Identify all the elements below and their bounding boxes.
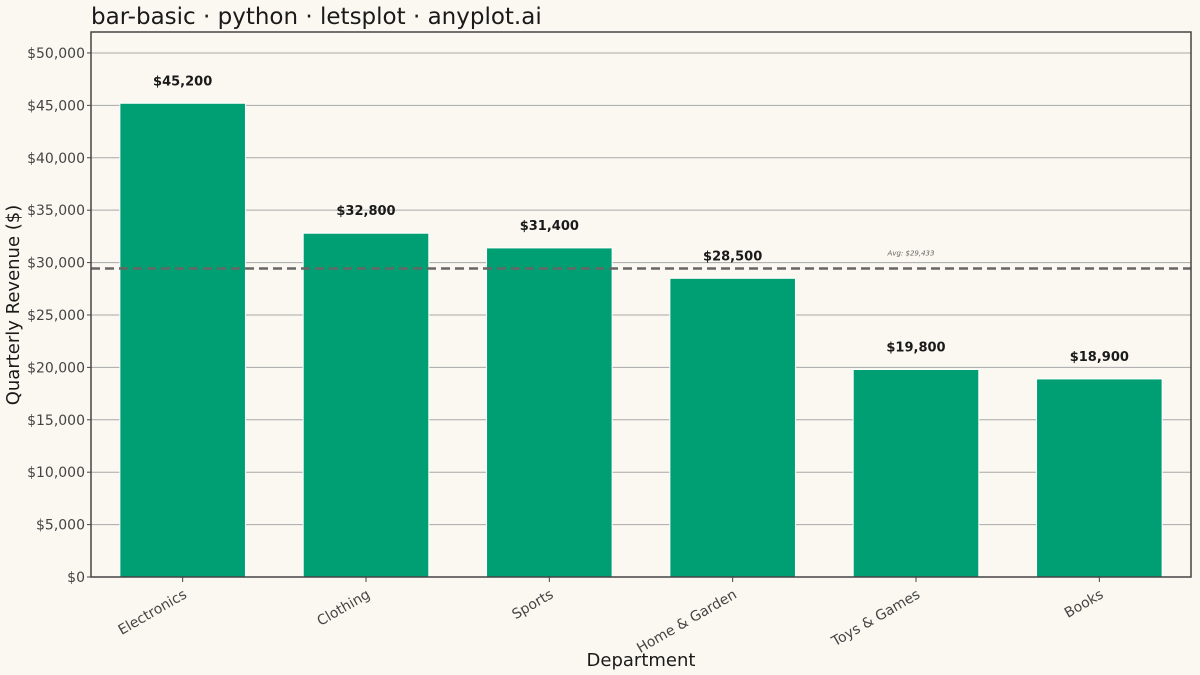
- x-tick-label: Electronics: [116, 587, 190, 639]
- bar: [302, 232, 430, 578]
- bar: [1036, 378, 1163, 578]
- y-axis: $0 $5,000 $10,000 $15,000 $20,000 $25,000 $30,…: [27, 46, 91, 586]
- y-tick-label: $40,000: [27, 151, 85, 167]
- bar: [669, 277, 796, 578]
- x-axis: Electronics Clothing Sports Home & Garden To…: [116, 577, 1106, 657]
- data-label: $45,200: [153, 74, 212, 89]
- bar: [119, 102, 246, 578]
- y-tick-label: $10,000: [27, 465, 85, 481]
- average-label: Avg: $29,433: [887, 250, 935, 258]
- x-tick-label: Books: [1062, 587, 1106, 622]
- x-tick-label: Sports: [509, 587, 556, 623]
- chart-title: bar-basic · python · letsplot · anyplot.…: [91, 4, 542, 30]
- bar: [852, 368, 980, 578]
- average-reference: Avg: $29,433: [91, 250, 1191, 270]
- y-tick-label: $5,000: [36, 518, 85, 534]
- grid-lines: [91, 52, 1191, 578]
- data-label: $31,400: [520, 219, 579, 234]
- y-axis-title: Quarterly Revenue ($): [3, 205, 24, 406]
- bar: [486, 247, 613, 578]
- bars: [119, 102, 1163, 578]
- data-label: $18,900: [1070, 350, 1129, 365]
- y-tick-label: $45,000: [27, 98, 85, 114]
- plot-frame: [90, 31, 1192, 578]
- y-tick-label: $50,000: [27, 46, 85, 62]
- x-axis-title: Department: [587, 650, 696, 671]
- y-tick-label: $15,000: [27, 413, 85, 429]
- x-tick-label: Home & Garden: [634, 587, 739, 657]
- y-tick-label: $30,000: [27, 256, 85, 272]
- y-tick-label: $25,000: [27, 308, 85, 324]
- x-tick-label: Clothing: [315, 587, 373, 630]
- data-labels: $45,200 $32,800 $31,400 $28,500 $19,800 $18,9…: [153, 74, 1129, 365]
- data-label: $32,800: [336, 204, 395, 219]
- data-label: $19,800: [886, 340, 945, 355]
- x-tick-label: Toys & Games: [828, 587, 923, 651]
- y-tick-label: $20,000: [27, 360, 85, 376]
- data-label: $28,500: [703, 249, 762, 264]
- y-tick-label: $35,000: [27, 203, 85, 219]
- y-tick-label: $0: [67, 570, 85, 586]
